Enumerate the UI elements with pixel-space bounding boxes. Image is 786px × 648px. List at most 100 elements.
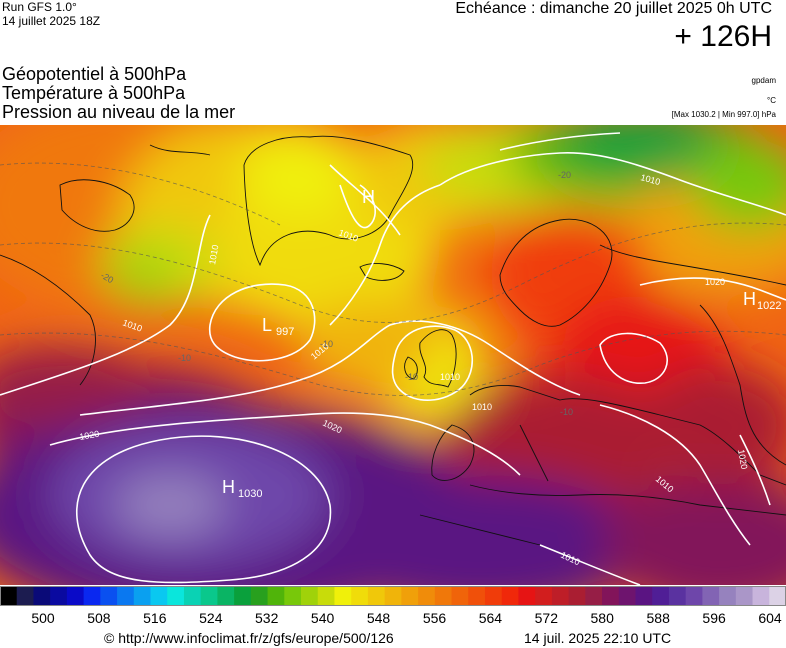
scale-swatch xyxy=(217,586,235,606)
isobar-label: 1010 xyxy=(472,402,492,412)
scale-swatch xyxy=(501,586,519,606)
scale-swatch xyxy=(234,586,252,606)
isobar-label: 1020 xyxy=(79,429,100,442)
scale-tick-label: 588 xyxy=(646,610,670,626)
scale-swatch xyxy=(685,586,703,606)
isobar-label: 1010 xyxy=(207,244,220,265)
scale-swatch xyxy=(401,586,419,606)
high-center-greenland: H xyxy=(362,187,375,207)
temperature-labels: -20 -10 -10 -20 -10 -10 xyxy=(99,170,573,417)
temperature-field xyxy=(0,125,786,585)
scale-tick-label: 572 xyxy=(534,610,558,626)
scale-swatch xyxy=(0,586,18,606)
scale-swatch xyxy=(33,586,51,606)
scale-tick-label: 508 xyxy=(87,610,111,626)
scale-swatch xyxy=(568,586,586,606)
scale-swatch xyxy=(66,586,85,606)
scale-swatch xyxy=(250,586,269,606)
scale-swatch xyxy=(183,586,202,606)
weather-map: H 1030 L 997 H 1022 H 1010 1010 1010 101… xyxy=(0,125,786,585)
scale-swatch xyxy=(451,586,469,606)
high-center-atlantic-value: 1030 xyxy=(238,488,262,500)
scale-swatch xyxy=(284,586,302,606)
scale-swatch xyxy=(551,586,570,606)
scale-tick-label: 604 xyxy=(758,610,782,626)
scale-swatch xyxy=(602,586,620,606)
scale-tick-label: 524 xyxy=(199,610,223,626)
scale-tick-label: 540 xyxy=(310,610,335,626)
scale-swatch xyxy=(418,586,436,606)
isobar-label: 1020 xyxy=(736,449,749,470)
isobars xyxy=(0,132,786,585)
scale-swatch xyxy=(652,586,670,606)
scale-swatch xyxy=(267,586,285,606)
scale-swatch xyxy=(83,586,101,606)
scale-swatch xyxy=(618,586,636,606)
title-temperature: Température à 500hPa xyxy=(2,83,186,103)
temp-label: -10 xyxy=(560,407,573,417)
generation-timestamp: 14 juil. 2025 22:10 UTC xyxy=(524,630,672,646)
geopotential-lines xyxy=(0,162,786,396)
scale-tick-label: 548 xyxy=(366,610,391,626)
scale-swatch xyxy=(484,586,503,606)
pressure-centers: H 1030 L 997 H 1022 H xyxy=(222,187,781,500)
scale-tick-label: 580 xyxy=(590,610,614,626)
scale-swatch xyxy=(16,586,34,606)
scale-swatch xyxy=(585,586,603,606)
scale-swatch xyxy=(150,586,168,606)
scale-tick-label: 556 xyxy=(422,610,447,626)
scale-swatch xyxy=(50,586,68,606)
high-center-russia-value: 1022 xyxy=(757,300,781,312)
valid-time: Echéance : dimanche 20 juillet 2025 0h U… xyxy=(455,0,772,17)
scale-swatch xyxy=(384,586,402,606)
scale-swatch xyxy=(367,586,386,606)
scale-swatch xyxy=(535,586,553,606)
scale-swatch xyxy=(334,586,352,606)
title-pressure: Pression au niveau de la mer xyxy=(2,102,236,122)
unit-temperature: °C xyxy=(767,96,776,105)
scale-swatch xyxy=(668,586,687,606)
high-center-russia: H xyxy=(743,289,756,309)
isobar-label: 1020 xyxy=(705,277,725,287)
unit-pressure-range: [Max 1030.2 | Min 997.0] hPa xyxy=(671,110,776,119)
scale-swatch xyxy=(752,586,770,606)
scale-swatch xyxy=(301,586,319,606)
scale-swatch xyxy=(518,586,536,606)
scale-swatch xyxy=(468,586,486,606)
unit-geopotential: gpdam xyxy=(751,76,776,85)
scale-swatch xyxy=(351,586,369,606)
temp-label: -10 xyxy=(320,339,333,349)
scale-swatch xyxy=(133,586,152,606)
temp-label: -10 xyxy=(178,353,191,363)
scale-swatch xyxy=(635,586,653,606)
scale-ticks: 500 508 516 524 532 540 548 556 564 572 580 588 596 6… xyxy=(0,610,786,628)
scale-swatch xyxy=(200,586,218,606)
low-center: L xyxy=(262,315,272,335)
title-geopotential: Géopotentiel à 500hPa xyxy=(2,64,187,84)
scale-swatch xyxy=(434,586,453,606)
scale-swatch xyxy=(167,586,185,606)
lead-time: + 126H xyxy=(674,20,772,53)
scale-swatch xyxy=(769,586,786,606)
scale-tick-label: 500 xyxy=(31,610,55,626)
isobar-label: 1010 xyxy=(440,372,460,382)
color-scale xyxy=(0,586,786,606)
temp-label: -20 xyxy=(558,170,571,180)
scale-swatch xyxy=(117,586,135,606)
source-credit: © http://www.infoclimat.fr/z/gfs/europe/… xyxy=(104,630,394,646)
scale-swatch xyxy=(317,586,335,606)
scale-tick-label: 516 xyxy=(143,610,167,626)
scale-swatch xyxy=(100,586,118,606)
scale-tick-label: 596 xyxy=(702,610,726,626)
scale-swatch xyxy=(719,586,737,606)
scale-tick-label: 564 xyxy=(478,610,503,626)
scale-swatch xyxy=(702,586,720,606)
low-center-value: 997 xyxy=(276,326,294,338)
high-center-atlantic: H xyxy=(222,477,235,497)
scale-swatch xyxy=(735,586,754,606)
run-date: 14 juillet 2025 18Z xyxy=(2,14,101,28)
temp-label: -10 xyxy=(405,372,418,382)
run-name: Run GFS 1.0° xyxy=(2,0,77,14)
coastlines xyxy=(0,135,786,546)
scale-tick-label: 532 xyxy=(255,610,279,626)
